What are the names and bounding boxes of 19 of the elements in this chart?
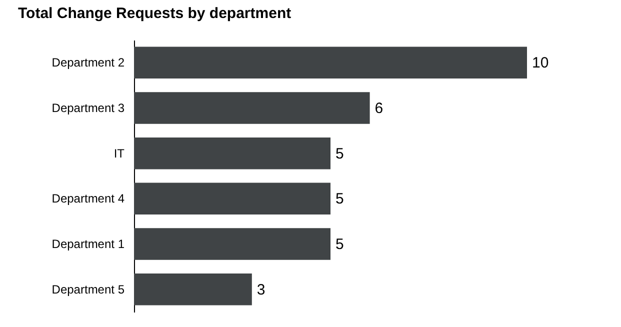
data-label: 3 (256, 281, 266, 298)
y-tick-label: Department 2 (52, 56, 125, 70)
y-tick-label: IT (114, 146, 126, 160)
bar (134, 182, 330, 215)
bar (134, 228, 330, 260)
y-tick-label: Department 3 (52, 101, 125, 115)
bar (134, 92, 370, 124)
data-label: 5 (336, 145, 344, 162)
bar (134, 46, 527, 79)
data-label: 5 (336, 236, 344, 253)
data-label: 10 (532, 54, 549, 72)
y-tick-label: Department 1 (52, 237, 125, 251)
y-tick-label: Department 5 (52, 282, 125, 296)
data-label: 6 (374, 100, 384, 117)
data-label: 5 (336, 190, 344, 208)
chart-title: Total Change Requests by department (18, 5, 292, 22)
bar (134, 273, 252, 306)
y-tick-label: Department 4 (52, 192, 125, 206)
bar (134, 137, 330, 170)
